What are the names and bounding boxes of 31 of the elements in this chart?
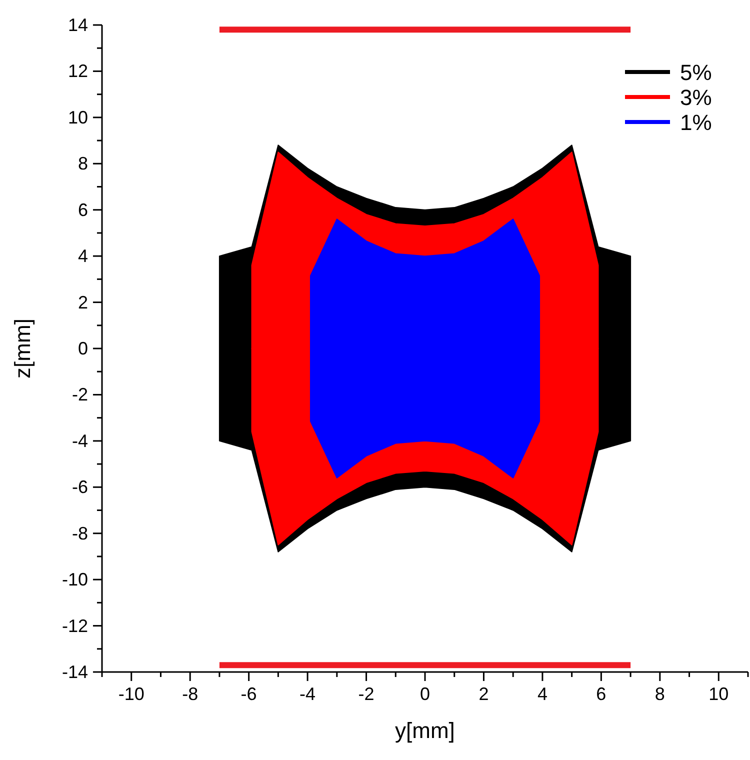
y-tick-label: 12 <box>68 61 88 82</box>
x-tick-label: -2 <box>358 684 374 704</box>
y-tick-label: -8 <box>72 523 88 544</box>
legend-label: 5% <box>680 60 712 85</box>
y-tick-label: -6 <box>72 477 88 498</box>
y-tick-label: -14 <box>62 662 88 682</box>
x-tick-label: 10 <box>708 684 729 704</box>
y-tick-label: 0 <box>78 338 88 358</box>
y-axis-title: z[mm] <box>10 318 35 378</box>
x-tick-label: -6 <box>240 684 257 704</box>
x-axis-title: y[mm] <box>395 718 455 743</box>
x-tick-label: -10 <box>118 684 144 704</box>
y-tick-label: -2 <box>72 384 88 405</box>
y-tick-label: -10 <box>62 570 88 590</box>
x-tick-label: -8 <box>182 684 198 704</box>
y-tick-label: 8 <box>78 154 88 174</box>
legend-label: 3% <box>680 85 712 110</box>
y-tick-label: 4 <box>78 246 88 266</box>
x-tick-label: 2 <box>478 684 489 704</box>
x-tick-label: 4 <box>537 684 548 704</box>
y-tick-label: 6 <box>78 200 88 220</box>
y-tick-label: 14 <box>68 15 88 35</box>
x-tick-label: -4 <box>300 684 316 704</box>
y-tick-label: 2 <box>78 292 88 312</box>
y-tick-label: 10 <box>68 107 88 128</box>
legend-label: 1% <box>680 110 712 135</box>
y-tick-label: -12 <box>62 616 88 636</box>
y-tick-label: -4 <box>72 430 88 451</box>
x-tick-label: 8 <box>654 684 665 704</box>
x-tick-label: 6 <box>596 684 606 704</box>
x-tick-label: 0 <box>420 684 430 704</box>
